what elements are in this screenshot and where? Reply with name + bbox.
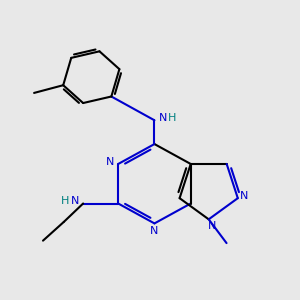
Text: N: N: [240, 191, 248, 201]
Text: N: N: [150, 226, 159, 236]
Text: H: H: [167, 113, 176, 123]
Text: N: N: [70, 196, 79, 206]
Text: H: H: [61, 196, 70, 206]
Text: N: N: [106, 158, 114, 167]
Text: N: N: [159, 113, 167, 123]
Text: N: N: [208, 221, 216, 231]
